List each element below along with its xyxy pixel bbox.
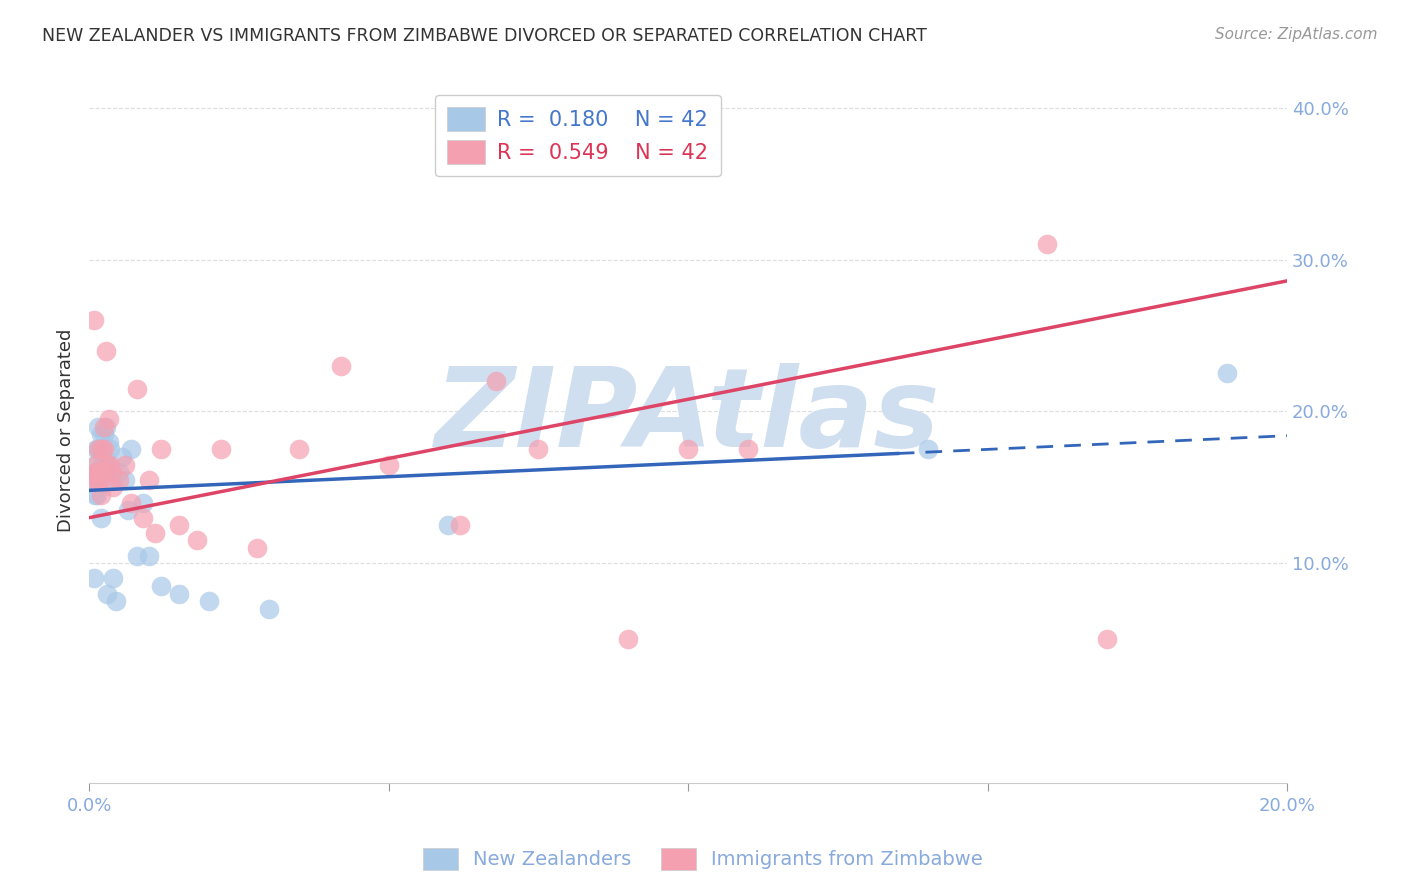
Point <box>90 442 112 457</box>
Point <box>246 541 269 555</box>
Point <box>257 601 280 615</box>
Point <box>86 473 108 487</box>
Text: ZIPAtlas: ZIPAtlas <box>436 363 941 470</box>
Point <box>125 549 148 563</box>
Point <box>87 442 110 457</box>
Point <box>91 442 114 457</box>
Point <box>114 458 136 472</box>
Point <box>101 571 124 585</box>
Point <box>89 473 111 487</box>
Point <box>101 480 124 494</box>
Point <box>86 465 108 479</box>
Point <box>120 495 142 509</box>
Point <box>87 465 110 479</box>
Point <box>527 442 550 457</box>
Point <box>101 465 124 479</box>
Point <box>90 427 112 442</box>
Point <box>87 465 110 479</box>
Point <box>676 442 699 457</box>
Point <box>149 579 172 593</box>
Point <box>83 473 105 487</box>
Point <box>101 473 124 487</box>
Point <box>94 343 117 358</box>
Y-axis label: Divorced or Separated: Divorced or Separated <box>58 329 75 533</box>
Point <box>84 488 107 502</box>
Point <box>97 434 120 449</box>
Point <box>84 473 107 487</box>
Point <box>111 450 134 464</box>
Point <box>98 458 121 472</box>
Text: NEW ZEALANDER VS IMMIGRANTS FROM ZIMBABWE DIVORCED OR SEPARATED CORRELATION CHAR: NEW ZEALANDER VS IMMIGRANTS FROM ZIMBABW… <box>42 27 927 45</box>
Point <box>167 586 190 600</box>
Point <box>97 412 120 426</box>
Point <box>114 473 136 487</box>
Point <box>91 458 114 472</box>
Point <box>93 427 115 442</box>
Point <box>90 488 112 502</box>
Point <box>167 518 190 533</box>
Point <box>93 442 115 457</box>
Point <box>108 465 131 479</box>
Legend: New Zealanders, Immigrants from Zimbabwe: New Zealanders, Immigrants from Zimbabwe <box>415 839 991 878</box>
Point <box>94 419 117 434</box>
Point <box>1216 367 1239 381</box>
Point <box>86 473 108 487</box>
Point <box>96 586 118 600</box>
Point <box>84 465 107 479</box>
Point <box>87 442 110 457</box>
Point <box>132 495 155 509</box>
Point <box>143 525 166 540</box>
Point <box>83 571 105 585</box>
Point <box>138 549 160 563</box>
Point <box>96 458 118 472</box>
Point <box>287 442 309 457</box>
Point <box>377 458 399 472</box>
Point <box>917 442 939 457</box>
Point <box>86 488 108 502</box>
Point <box>84 458 107 472</box>
Point <box>132 510 155 524</box>
Point <box>91 442 114 457</box>
Point <box>737 442 759 457</box>
Point <box>437 518 460 533</box>
Point <box>198 594 221 608</box>
Point <box>96 458 118 472</box>
Text: Source: ZipAtlas.com: Source: ZipAtlas.com <box>1215 27 1378 42</box>
Point <box>90 510 112 524</box>
Point <box>617 632 640 647</box>
Point <box>1036 237 1059 252</box>
Point <box>449 518 471 533</box>
Point <box>87 419 110 434</box>
Point <box>485 374 508 388</box>
Point <box>117 503 139 517</box>
Point <box>93 419 115 434</box>
Point <box>120 442 142 457</box>
Point <box>329 359 352 373</box>
Point <box>108 473 131 487</box>
Point <box>89 442 111 457</box>
Point <box>105 594 128 608</box>
Point <box>149 442 172 457</box>
Point <box>90 465 112 479</box>
Point <box>84 442 107 457</box>
Point <box>186 533 208 548</box>
Legend: R =  0.180    N = 42, R =  0.549    N = 42: R = 0.180 N = 42, R = 0.549 N = 42 <box>434 95 721 177</box>
Point <box>209 442 232 457</box>
Point <box>125 382 148 396</box>
Point <box>83 313 105 327</box>
Point <box>98 442 121 457</box>
Point <box>93 450 115 464</box>
Point <box>138 473 160 487</box>
Point <box>84 458 107 472</box>
Point <box>1097 632 1119 647</box>
